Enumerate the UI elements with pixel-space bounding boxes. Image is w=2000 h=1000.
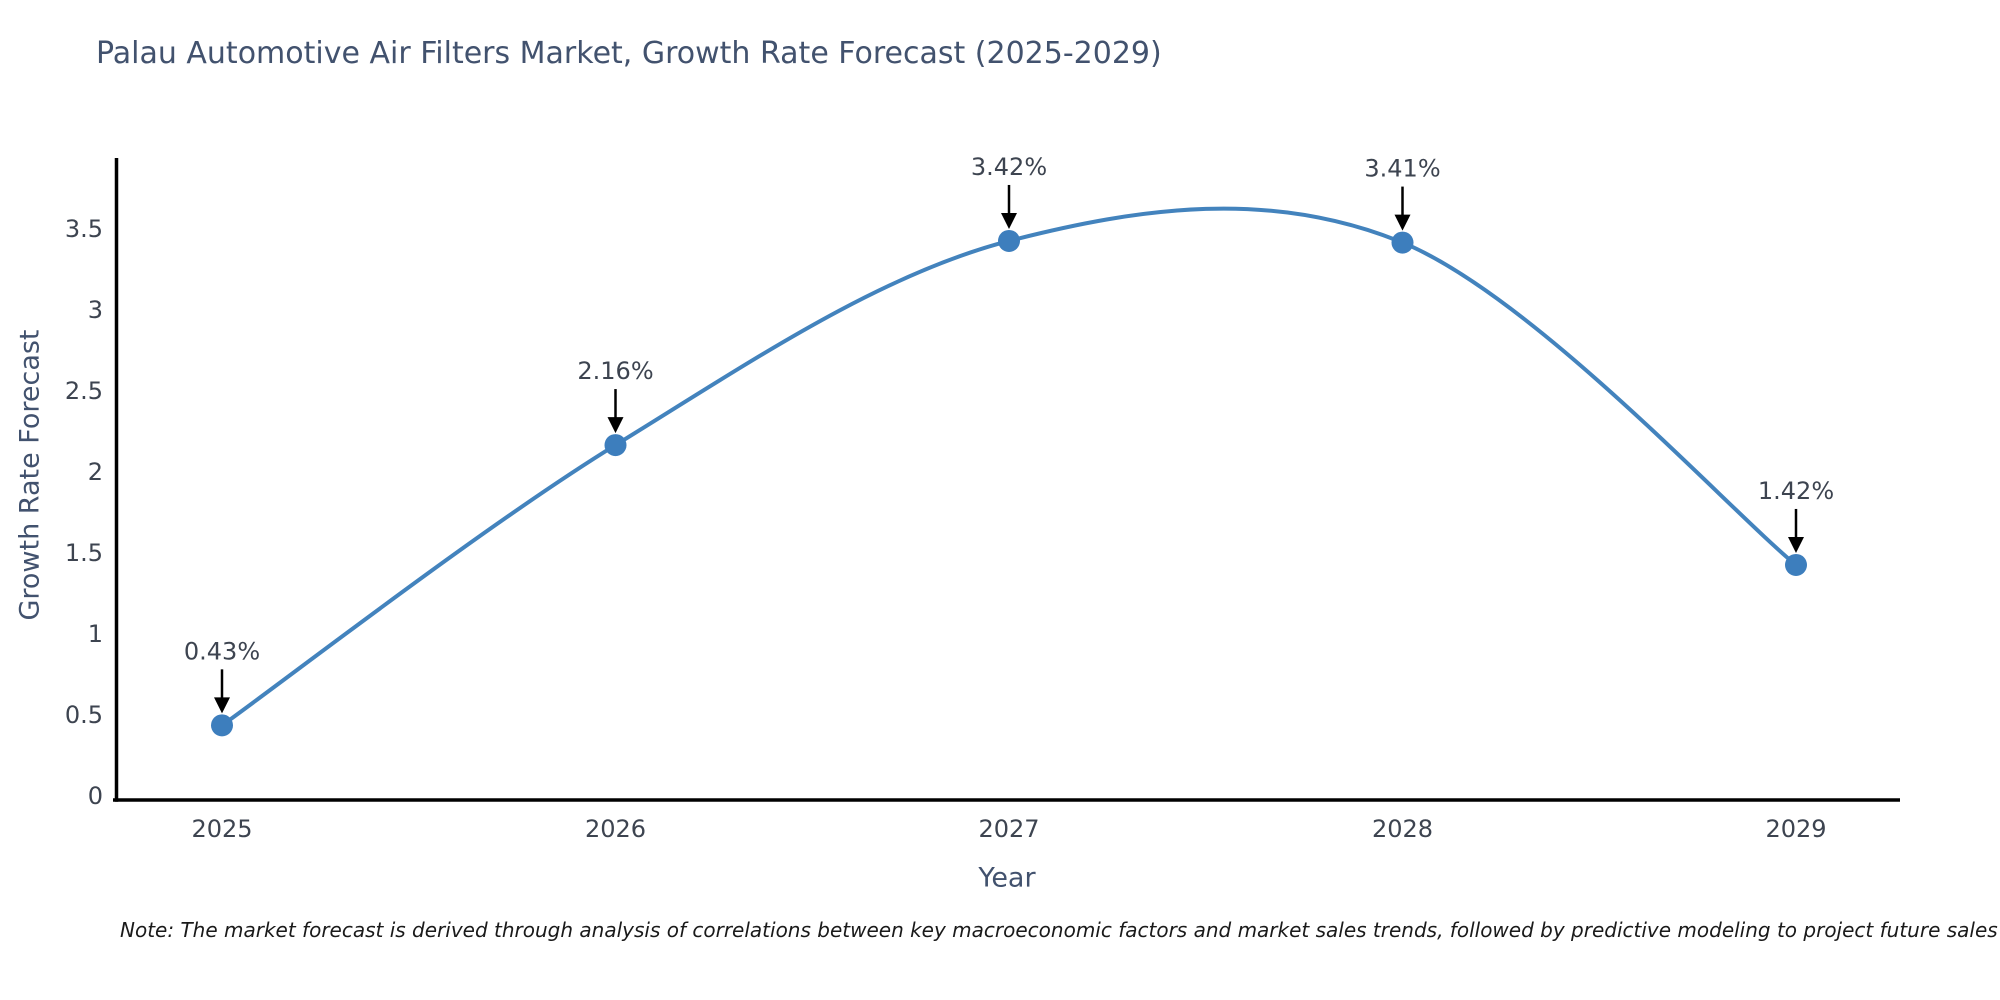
x-tick-label: 2029 xyxy=(1765,815,1826,843)
x-tick-label: 2026 xyxy=(585,815,646,843)
annotation-arrow-head xyxy=(1788,536,1804,553)
data-point-marker xyxy=(211,714,233,737)
annotation-arrow-head xyxy=(607,417,624,434)
y-tick-label: 2 xyxy=(88,458,103,486)
data-point-marker xyxy=(1785,553,1807,576)
y-axis-title: Growth Rate Forecast xyxy=(14,329,46,621)
data-point-label: 3.42% xyxy=(971,153,1047,181)
x-tick-label: 2028 xyxy=(1372,815,1433,843)
y-tick-label: 3.5 xyxy=(65,215,103,243)
data-point-marker xyxy=(1391,231,1414,254)
footnote: Note: The market forecast is derived thr… xyxy=(120,918,1998,942)
y-tick-label: 0 xyxy=(88,782,103,810)
annotation-arrow-head xyxy=(1001,212,1017,229)
data-point-label: 0.43% xyxy=(184,637,260,665)
x-axis-title: Year xyxy=(978,862,1036,894)
data-point-marker xyxy=(998,229,1020,252)
annotation-arrow-head xyxy=(1394,214,1411,231)
y-tick-label: 1.5 xyxy=(65,539,103,567)
annotation-arrow-head xyxy=(214,697,230,714)
x-tick-label: 2027 xyxy=(978,815,1039,843)
chart-title: Palau Automotive Air Filters Market, Gro… xyxy=(96,36,1162,71)
x-tick-label: 2025 xyxy=(191,815,252,843)
data-point-label: 3.41% xyxy=(1364,155,1440,183)
y-tick-label: 3 xyxy=(88,296,103,324)
data-point-label: 2.16% xyxy=(577,357,653,385)
data-point-marker xyxy=(604,434,627,457)
y-tick-label: 0.5 xyxy=(65,701,103,729)
data-point-label: 1.42% xyxy=(1758,477,1834,505)
y-tick-label: 1 xyxy=(88,620,103,648)
forecast-line xyxy=(220,206,1798,728)
y-tick-label: 2.5 xyxy=(65,377,103,405)
